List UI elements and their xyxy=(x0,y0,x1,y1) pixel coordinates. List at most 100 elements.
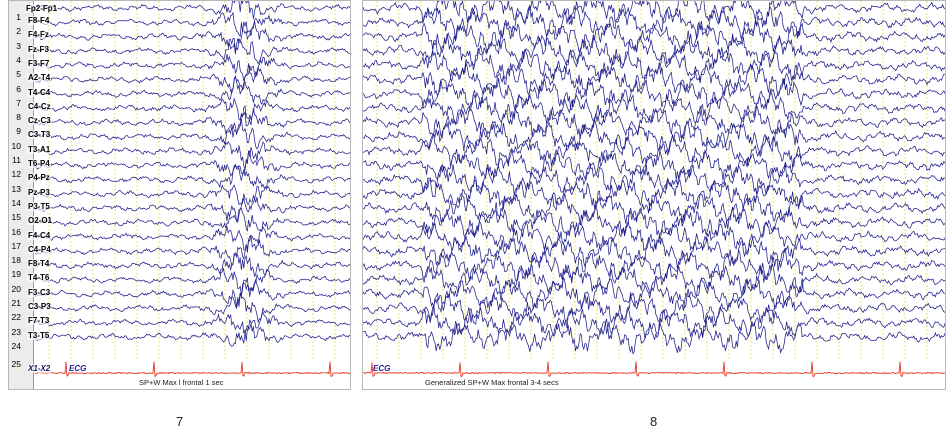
eeg-channel-trace xyxy=(363,1,945,26)
eeg-channel-trace xyxy=(34,63,350,94)
channel-number: 12 xyxy=(11,169,21,180)
channel-label: C3-T3 xyxy=(27,130,52,140)
eeg-channel-trace xyxy=(34,108,350,135)
eeg-channel-trace xyxy=(363,147,945,181)
channel-number: 14 xyxy=(11,197,21,208)
top-channel-label: Fp2-Fp1 xyxy=(25,4,59,13)
channel-number: 4 xyxy=(16,54,21,65)
channel-number: 6 xyxy=(16,83,21,94)
figure-caption-left: 7 xyxy=(176,414,184,429)
channel-number: 25 xyxy=(11,359,21,370)
eeg-channel-trace xyxy=(363,76,945,112)
eeg-channel-trace xyxy=(34,252,350,277)
extra-channel-label: X1-X2 xyxy=(27,364,52,373)
channel-label: T4-C4 xyxy=(27,87,52,97)
channel-number: 22 xyxy=(11,312,21,323)
channel-label: Cz-C3 xyxy=(27,116,52,126)
channel-label: O2-O1 xyxy=(27,216,54,226)
eeg-channel-trace xyxy=(363,290,945,326)
channel-label: Fz-F3 xyxy=(27,44,50,54)
channel-label: A2-T4 xyxy=(27,73,52,83)
eeg-channel-trace xyxy=(363,220,945,254)
ecg-trace xyxy=(34,361,350,378)
eeg-traces-left xyxy=(34,1,350,378)
eeg-channel-trace xyxy=(34,53,350,82)
channel-label: P3-T5 xyxy=(27,201,51,211)
channel-label: P4-Pz xyxy=(27,173,51,183)
eeg-channel-trace xyxy=(363,119,945,155)
eeg-channel-trace xyxy=(34,196,350,223)
channel-label: T3-T5 xyxy=(27,330,51,340)
channel-number: 15 xyxy=(11,212,21,223)
ecg-trace xyxy=(363,361,945,378)
channel-number: 11 xyxy=(12,155,21,165)
eeg-channel-trace xyxy=(34,184,350,205)
channel-number: 20 xyxy=(11,283,21,294)
eeg-channel-trace xyxy=(34,11,350,38)
eeg-channel-trace xyxy=(363,233,945,269)
figure-caption-right: 8 xyxy=(650,414,658,429)
annotation-right: Generalized SP+W Max frontal 3-4 secs xyxy=(425,378,559,387)
channel-label: C4-P4 xyxy=(27,244,52,254)
eeg-channel-trace xyxy=(34,38,350,65)
channel-number: 24 xyxy=(11,340,21,351)
eeg-traces-right xyxy=(363,1,945,378)
channel-label: F3-F7 xyxy=(27,58,51,68)
eeg-channel-trace xyxy=(363,248,945,283)
channel-label: F3-C3 xyxy=(27,287,52,297)
eeg-channel-trace xyxy=(363,263,945,297)
eeg-channel-trace xyxy=(34,319,350,347)
eeg-channel-trace xyxy=(363,19,945,54)
channel-label: F4-C4 xyxy=(27,230,52,240)
eeg-channel-trace xyxy=(34,150,350,177)
eeg-channel-trace xyxy=(363,105,945,141)
channel-number: 7 xyxy=(16,97,21,108)
ecg-label-right: ECG xyxy=(373,364,391,373)
channel-label: F4-Fz xyxy=(27,30,50,40)
channel-number: 19 xyxy=(11,269,21,280)
channel-number: 1 xyxy=(16,12,21,22)
eeg-channel-trace xyxy=(363,133,945,168)
eeg-channel-trace xyxy=(363,204,945,238)
channel-label: T4-T6 xyxy=(27,273,51,283)
channel-number: 17 xyxy=(11,240,21,251)
channel-number: 23 xyxy=(11,326,21,337)
eeg-channel-trace xyxy=(363,4,945,41)
eeg-channel-trace xyxy=(34,311,350,341)
eeg-channel-trace xyxy=(363,48,945,82)
channel-label: T6-P4 xyxy=(27,159,51,168)
eeg-channel-trace xyxy=(34,97,350,126)
eeg-panel-left: 1 2 3 4 5 6 7 8 9 10 11 12 13 14 15 16 17 18 19 20 21 22 23 24 2… xyxy=(8,0,351,390)
ecg-label: ECG xyxy=(69,364,87,373)
channel-label: Pz-P3 xyxy=(27,187,51,197)
channel-label: F8-F4 xyxy=(27,16,51,25)
channel-label: C4-Cz xyxy=(27,101,52,111)
channel-number: 18 xyxy=(11,255,21,266)
eeg-channel-trace xyxy=(363,178,945,212)
eeg-channel-trace xyxy=(34,21,350,53)
channel-number: 5 xyxy=(16,69,21,80)
eeg-channel-trace xyxy=(363,90,945,125)
eeg-channel-trace xyxy=(363,276,945,312)
channel-number: 21 xyxy=(11,298,21,308)
eeg-channel-trace xyxy=(34,76,350,105)
eeg-channel-trace xyxy=(363,33,945,67)
channel-label: F8-T4 xyxy=(27,259,51,269)
eeg-channel-trace xyxy=(363,192,945,226)
eeg-channel-trace xyxy=(363,62,945,97)
eeg-channel-trace xyxy=(34,118,350,150)
channel-number: 9 xyxy=(16,126,21,137)
channel-number: 10 xyxy=(11,140,21,151)
eeg-channel-trace xyxy=(34,267,350,296)
eeg-channel-trace xyxy=(34,235,350,267)
eeg-channel-trace xyxy=(34,1,350,20)
annotation-left: SP+W Max l frontal 1 sec xyxy=(139,378,224,387)
eeg-channel-trace xyxy=(34,292,350,324)
eeg-channel-trace xyxy=(34,278,350,308)
eeg-channel-trace xyxy=(34,164,350,189)
eeg-channel-trace xyxy=(363,319,945,355)
channel-number: 16 xyxy=(11,226,21,237)
eeg-panel-right: ECG Generalized SP+W Max frontal 3-4 sec… xyxy=(362,0,946,390)
channel-number: 8 xyxy=(16,112,21,123)
eeg-channel-trace xyxy=(363,162,945,196)
